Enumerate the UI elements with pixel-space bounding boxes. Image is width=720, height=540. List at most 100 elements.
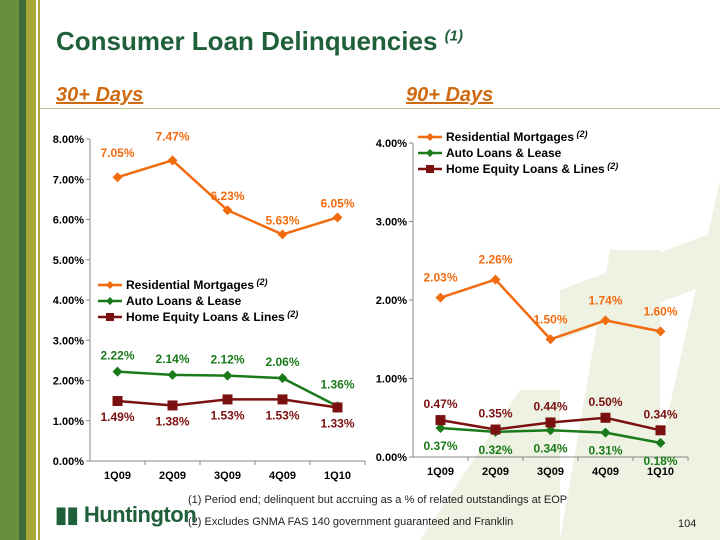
x-tick-label: 4Q09 [269,470,296,482]
x-tick-label: 4Q09 [592,466,619,478]
legend-marker [106,297,114,305]
y-tick-label: 2.00% [53,376,84,388]
data-label: 0.34% [533,441,567,455]
footnote-2: (2) Excludes GNMA FAS 140 government gua… [188,516,514,528]
data-point [655,326,666,337]
data-point [600,427,611,438]
data-point [112,172,123,183]
y-tick-label: 1.00% [53,416,84,428]
data-label: 0.37% [423,439,457,453]
y-tick-label: 1.00% [376,374,407,386]
data-point [277,229,288,240]
legend-label: Auto Loans & Lease [126,294,242,308]
data-label: 1.33% [320,416,354,430]
data-label: 1.50% [533,312,567,326]
y-tick-label: 5.00% [53,255,84,267]
data-point [277,373,288,384]
legend-label: Residential Mortgages (2) [446,129,588,144]
y-tick-label: 4.00% [376,138,407,150]
data-point [167,400,178,411]
data-point [332,212,343,223]
data-point [332,402,343,413]
page-number: 104 [678,518,697,530]
data-point [545,425,556,436]
legend-marker [106,313,114,321]
data-label: 1.74% [588,293,622,307]
data-label: 7.47% [155,129,189,143]
data-label: 7.05% [100,146,134,160]
data-label: 0.32% [478,443,512,457]
data-point [655,437,666,448]
legend-marker [426,133,434,141]
x-tick-label: 1Q10 [647,466,674,478]
legend-marker [426,165,434,173]
decor-stripe [19,0,26,540]
legend-label: Home Equity Loans & Lines (2) [126,309,298,324]
data-label: 1.53% [265,408,299,422]
y-tick-label: 3.00% [376,217,407,229]
data-point [655,425,666,436]
data-label: 0.35% [478,407,512,421]
data-point [490,424,501,435]
x-tick-label: 2Q09 [482,466,509,478]
title-text: Consumer Loan Delinquencies [56,26,438,56]
chart-title-30: 30+ Days [56,84,144,106]
y-tick-label: 2.00% [376,295,407,307]
data-point [167,155,178,166]
y-tick-label: 3.00% [53,335,84,347]
data-label: 1.53% [210,408,244,422]
data-point [600,412,611,423]
page-title: Consumer Loan Delinquencies (1) [56,26,463,57]
legend-note: (2) [574,129,588,139]
x-tick-label: 3Q09 [537,466,564,478]
data-label: 0.50% [588,395,622,409]
data-label: 1.38% [155,414,189,428]
data-point [167,369,178,380]
data-point [112,396,123,407]
data-point [435,422,446,433]
logo-icon: ▮▮ [55,502,79,527]
data-point [222,394,233,405]
data-label: 0.44% [533,399,567,413]
y-tick-label: 4.00% [53,295,84,307]
data-label: 0.18% [643,454,677,468]
data-point [112,366,123,377]
legend-label: Auto Loans & Lease [446,146,562,160]
data-label: 5.63% [265,213,299,227]
decor-stripe [38,0,40,540]
y-tick-label: 8.00% [53,134,84,146]
data-label: 2.22% [100,349,134,363]
x-tick-label: 1Q09 [427,466,454,478]
divider [40,108,720,109]
y-tick-label: 6.00% [53,215,84,227]
data-label: 2.03% [423,271,457,285]
data-label: 1.60% [643,304,677,318]
data-label: 6.05% [320,196,354,210]
data-label: 2.12% [210,353,244,367]
legend-note: (2) [285,309,299,319]
data-label: 2.06% [265,355,299,369]
data-point [435,415,446,426]
data-label: 1.36% [320,377,354,391]
data-label: 2.14% [155,352,189,366]
legend-marker [106,281,114,289]
legend-note: (2) [254,277,268,287]
data-point [545,417,556,428]
data-label: 0.47% [423,397,457,411]
y-tick-label: 7.00% [53,174,84,186]
data-point [222,205,233,216]
x-tick-label: 2Q09 [159,470,186,482]
data-point [435,292,446,303]
x-tick-label: 1Q10 [324,470,351,482]
data-label: 1.49% [100,410,134,424]
logo-text: Huntington [83,502,197,527]
y-tick-label: 0.00% [376,452,407,464]
chart-title-90: 90+ Days [406,84,494,106]
legend-note: (2) [605,161,619,171]
data-point [490,274,501,285]
decor-stripe [26,0,36,540]
data-label: 0.34% [643,407,677,421]
series-line [440,278,661,341]
